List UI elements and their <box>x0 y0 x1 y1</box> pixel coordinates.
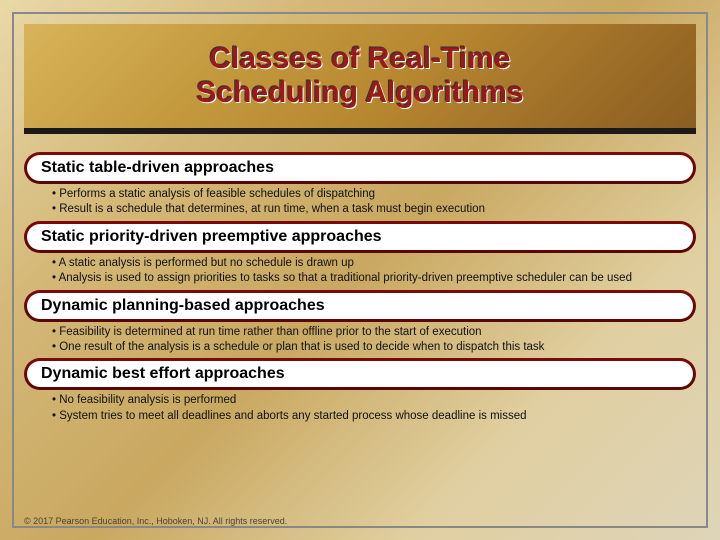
slide-title: Classes of Real-Time Scheduling Algorith… <box>196 42 523 111</box>
section-header-2: Static priority-driven preemptive approa… <box>24 221 696 253</box>
section-heading: Static priority-driven preemptive approa… <box>27 224 693 250</box>
section-header-3: Dynamic planning-based approaches <box>24 290 696 322</box>
bullet: • No feasibility analysis is performed <box>52 393 676 407</box>
section-bullets-3: • Feasibility is determined at run time … <box>24 322 696 357</box>
section-bullets-2: • A static analysis is performed but no … <box>24 253 696 288</box>
section-heading: Dynamic planning-based approaches <box>27 293 693 319</box>
bullet: • One result of the analysis is a schedu… <box>52 340 676 354</box>
title-line-1: Classes of Real-Time <box>196 42 523 77</box>
section-bullets-4: • No feasibility analysis is performed •… <box>24 390 696 425</box>
section-heading: Static table-driven approaches <box>27 155 693 181</box>
bullet: • Result is a schedule that determines, … <box>52 202 676 216</box>
title-band: Classes of Real-Time Scheduling Algorith… <box>24 24 696 134</box>
section-bullets-1: • Performs a static analysis of feasible… <box>24 184 696 219</box>
section-header-1: Static table-driven approaches <box>24 152 696 184</box>
bullet: • Feasibility is determined at run time … <box>52 325 676 339</box>
bullet: • A static analysis is performed but no … <box>52 256 676 270</box>
bullet: • Performs a static analysis of feasible… <box>52 187 676 201</box>
section-header-4: Dynamic best effort approaches <box>24 358 696 390</box>
title-line-2: Scheduling Algorithms <box>196 76 523 111</box>
content-area: Static table-driven approaches • Perform… <box>24 150 696 512</box>
bullet: • System tries to meet all deadlines and… <box>52 409 676 423</box>
copyright-footer: © 2017 Pearson Education, Inc., Hoboken,… <box>24 516 287 526</box>
bullet: • Analysis is used to assign priorities … <box>52 271 676 285</box>
section-heading: Dynamic best effort approaches <box>27 361 693 387</box>
